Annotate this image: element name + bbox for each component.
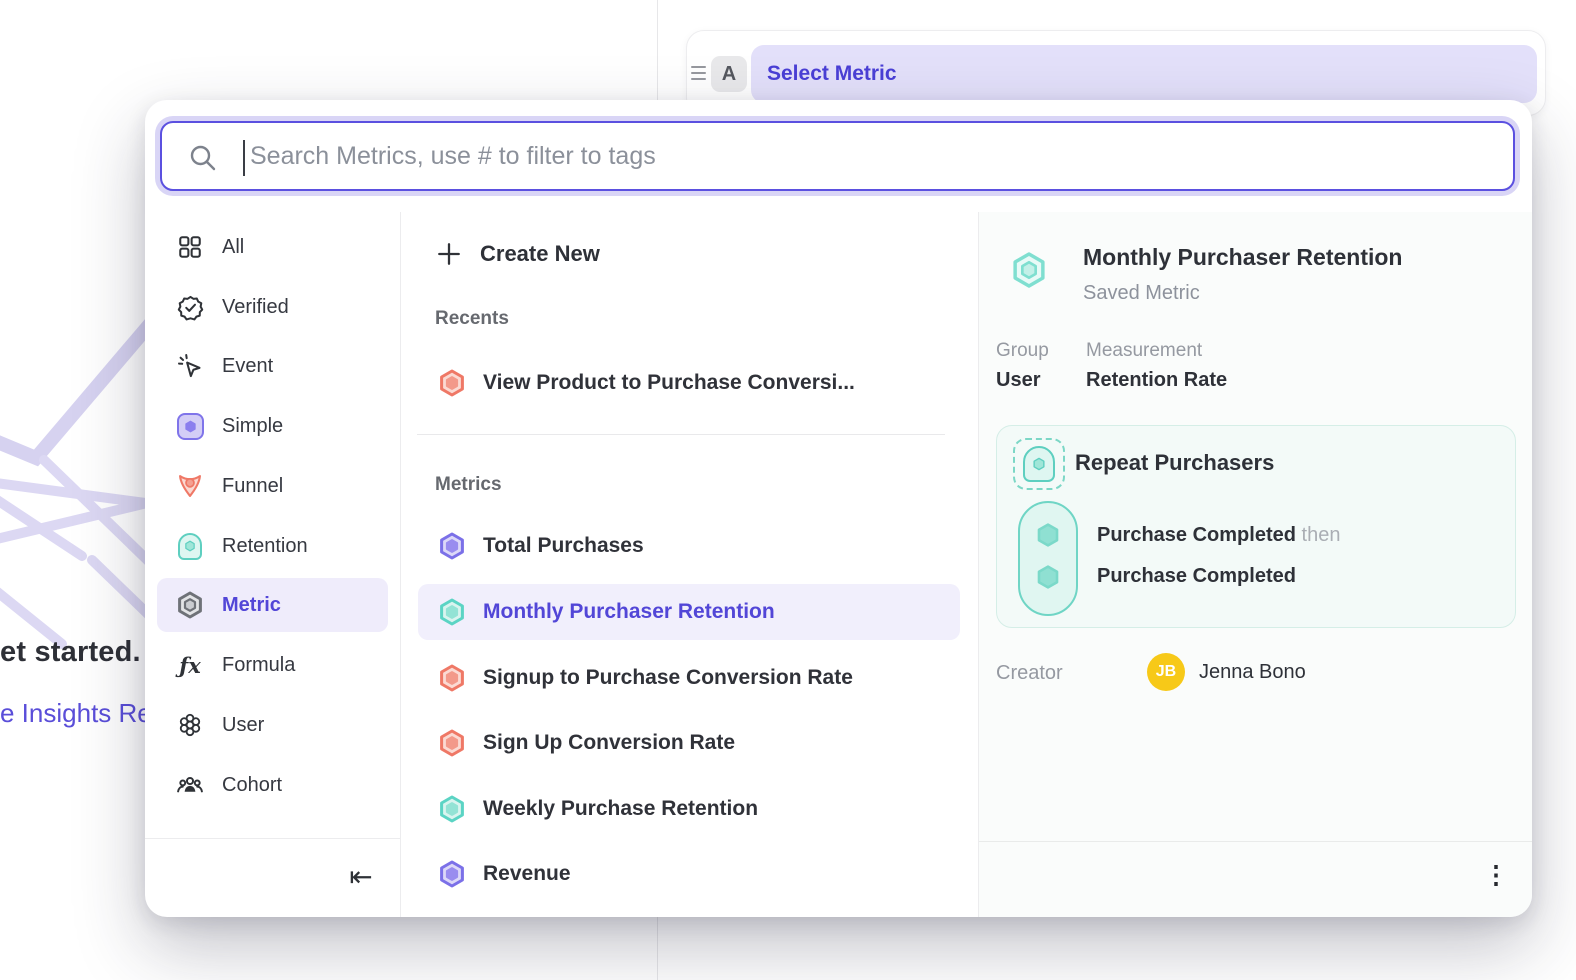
sidebar-item-cohort[interactable]: Cohort [157, 758, 388, 812]
definition-name: Repeat Purchasers [1075, 450, 1274, 476]
sidebar-item-label: User [222, 714, 264, 737]
funnel-icon [175, 471, 205, 501]
group-field-label: Group [996, 340, 1049, 362]
sidebar-item-simple[interactable]: Simple [157, 399, 388, 453]
sidebar-item-label: All [222, 236, 244, 259]
sidebar-item-all[interactable]: All [157, 220, 388, 274]
plus-icon [436, 241, 462, 267]
metric-list-column: Create New Recents View Product to Purch… [400, 212, 978, 917]
grid-icon [175, 232, 205, 262]
search-bar [160, 121, 1515, 191]
metric-item-label: Weekly Purchase Retention [483, 797, 758, 821]
metric-detail-panel: Monthly Purchaser Retention Saved Metric… [979, 212, 1532, 917]
sidebar-item-formula[interactable]: ƒx Formula [157, 638, 388, 692]
metric-hexagon-icon [437, 597, 467, 627]
measurement-field-value: Retention Rate [1086, 369, 1227, 392]
event-hexagon-icon [1035, 522, 1061, 548]
formula-fx-icon: ƒx [175, 650, 205, 680]
sidebar-item-label: Metric [222, 594, 281, 617]
sidebar-item-label: Event [222, 355, 273, 378]
event-sequence-capsule [1018, 501, 1078, 616]
metric-item-total-purchases[interactable]: Total Purchases [418, 518, 960, 574]
row-letter-badge[interactable]: A [711, 56, 747, 92]
user-flower-icon [175, 710, 205, 740]
sidebar-item-funnel[interactable]: Funnel [157, 459, 388, 513]
metric-hexagon-icon [1009, 250, 1049, 290]
simple-block-icon [175, 411, 205, 441]
metric-item-label: Sign Up Conversion Rate [483, 731, 735, 755]
detail-subtitle: Saved Metric [1083, 282, 1200, 305]
metric-item-label: Revenue [483, 862, 571, 886]
sidebar-footer-divider [145, 838, 400, 839]
group-field-value: User [996, 369, 1040, 392]
metric-item-monthly-purchaser-retention[interactable]: Monthly Purchaser Retention [418, 584, 960, 640]
metric-hexagon-icon [437, 663, 467, 693]
metric-selector-modal: All Verified E [145, 100, 1532, 917]
select-metric-label: Select Metric [767, 62, 897, 86]
recent-item-label: View Product to Purchase Conversi... [483, 371, 855, 395]
definition-step-2: Purchase Completed [1097, 565, 1296, 588]
sidebar-item-label: Simple [222, 415, 283, 438]
verified-badge-icon [175, 292, 205, 322]
event-hexagon-icon [1035, 564, 1061, 590]
select-metric-button[interactable]: Select Metric [751, 45, 1537, 103]
collapse-sidebar-button[interactable]: ⇤ [338, 854, 384, 898]
metric-hexagon-icon [437, 859, 467, 889]
metric-hexagon-icon [437, 794, 467, 824]
background-headline-fragment: et started. [0, 636, 147, 669]
metric-item-label: Total Purchases [483, 534, 644, 558]
sidebar-item-verified[interactable]: Verified [157, 280, 388, 334]
sidebar-item-label: Retention [222, 535, 308, 558]
sidebar-item-metric[interactable]: Metric [157, 578, 388, 632]
metrics-section-label: Metrics [435, 474, 502, 496]
measurement-field-label: Measurement [1086, 340, 1202, 362]
metric-item-label: Signup to Purchase Conversion Rate [483, 666, 853, 690]
sidebar-item-event[interactable]: Event [157, 339, 388, 393]
background-insights-link-fragment[interactable]: e Insights Re [0, 698, 147, 729]
sidebar-item-label: Verified [222, 296, 289, 319]
metric-definition-card: Repeat Purchasers Purchase Completed the… [996, 425, 1516, 628]
detail-title: Monthly Purchaser Retention [1083, 244, 1402, 271]
metric-hexagon-icon [175, 590, 205, 620]
sidebar-item-label: Funnel [222, 475, 283, 498]
filter-sidebar: All Verified E [145, 212, 400, 917]
drag-handle-icon[interactable] [691, 66, 706, 80]
sidebar-item-retention[interactable]: Retention [157, 519, 388, 573]
creator-avatar: JB [1147, 653, 1185, 691]
metric-item-revenue[interactable]: Revenue [418, 846, 960, 902]
metric-hexagon-icon [437, 728, 467, 758]
metric-item-label: Monthly Purchaser Retention [483, 600, 775, 624]
metric-item-weekly-purchase-retention[interactable]: Weekly Purchase Retention [418, 781, 960, 837]
sidebar-item-label: Formula [222, 654, 295, 677]
search-input[interactable] [162, 123, 1513, 189]
create-new-button[interactable]: Create New [422, 226, 600, 282]
cursor-click-icon [175, 351, 205, 381]
cohort-definition-icon [1013, 438, 1065, 490]
recent-item-view-product-to-purchase[interactable]: View Product to Purchase Conversi... [418, 355, 960, 411]
collapse-left-icon: ⇤ [349, 860, 372, 893]
cohort-people-icon [175, 770, 205, 800]
more-options-button[interactable]: ⋮ [1475, 854, 1517, 896]
retention-arch-icon [175, 531, 205, 561]
metric-hexagon-icon [437, 531, 467, 561]
list-section-divider [417, 434, 945, 435]
creator-name: Jenna Bono [1199, 661, 1306, 684]
metric-hexagon-icon [437, 368, 467, 398]
sidebar-item-label: Cohort [222, 774, 282, 797]
recents-section-label: Recents [435, 308, 509, 330]
metric-item-sign-up-conversion-rate[interactable]: Sign Up Conversion Rate [418, 715, 960, 771]
definition-step-1: Purchase Completed then [1097, 524, 1340, 547]
creator-label: Creator [996, 662, 1063, 685]
metric-item-signup-to-purchase-conversion[interactable]: Signup to Purchase Conversion Rate [418, 650, 960, 706]
sidebar-item-user[interactable]: User [157, 698, 388, 752]
detail-footer-divider [979, 841, 1532, 842]
create-new-label: Create New [480, 241, 600, 267]
kebab-menu-icon: ⋮ [1484, 860, 1509, 890]
